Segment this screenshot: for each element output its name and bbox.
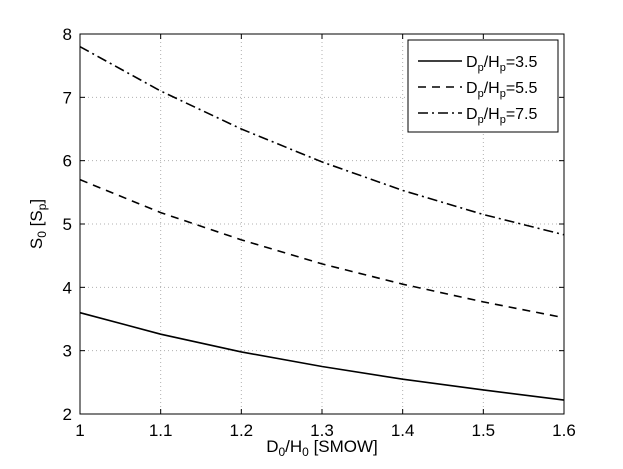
y-tick-label: 4 [63,278,72,297]
x-tick-label: 1.3 [310,421,334,440]
x-tick-label: 1.4 [391,421,415,440]
legend-box [407,39,559,133]
x-axis-label: D0/H0 [SMOW] [266,437,378,459]
x-tick-label: 1.6 [552,421,576,440]
y-tick-label: 3 [63,342,72,361]
x-tick-label: 1.5 [472,421,496,440]
y-tick-label: 5 [63,215,72,234]
series-line-2 [79,178,565,319]
y-tick-label: 6 [63,152,72,171]
y-tick-label: 7 [63,88,72,107]
y-tick-label: 2 [63,405,72,424]
y-tick-label: 8 [63,25,72,44]
grid [80,34,564,414]
legend: Dp/Hp=3.5 Dp/Hp=5.5 Dp/Hp=7.5 [407,39,559,133]
x-tick-label: 1.1 [149,421,173,440]
x-tick-label: 1 [75,421,84,440]
ticks: 1 1.1 1.2 1.3 1.4 1.5 1.6 2 3 4 5 6 7 8 [63,25,576,440]
y-axis-label: S0 [Sp] [27,199,49,249]
x-tick-label: 1.2 [230,421,254,440]
legend-label-2: Dp/Hp=5.5 [466,80,538,100]
series-lines [79,45,565,401]
series-line-3 [79,45,565,236]
series-line-1 [79,311,565,401]
legend-label-3: Dp/Hp=7.5 [466,106,538,126]
legend-label-1: Dp/Hp=3.5 [466,54,538,74]
